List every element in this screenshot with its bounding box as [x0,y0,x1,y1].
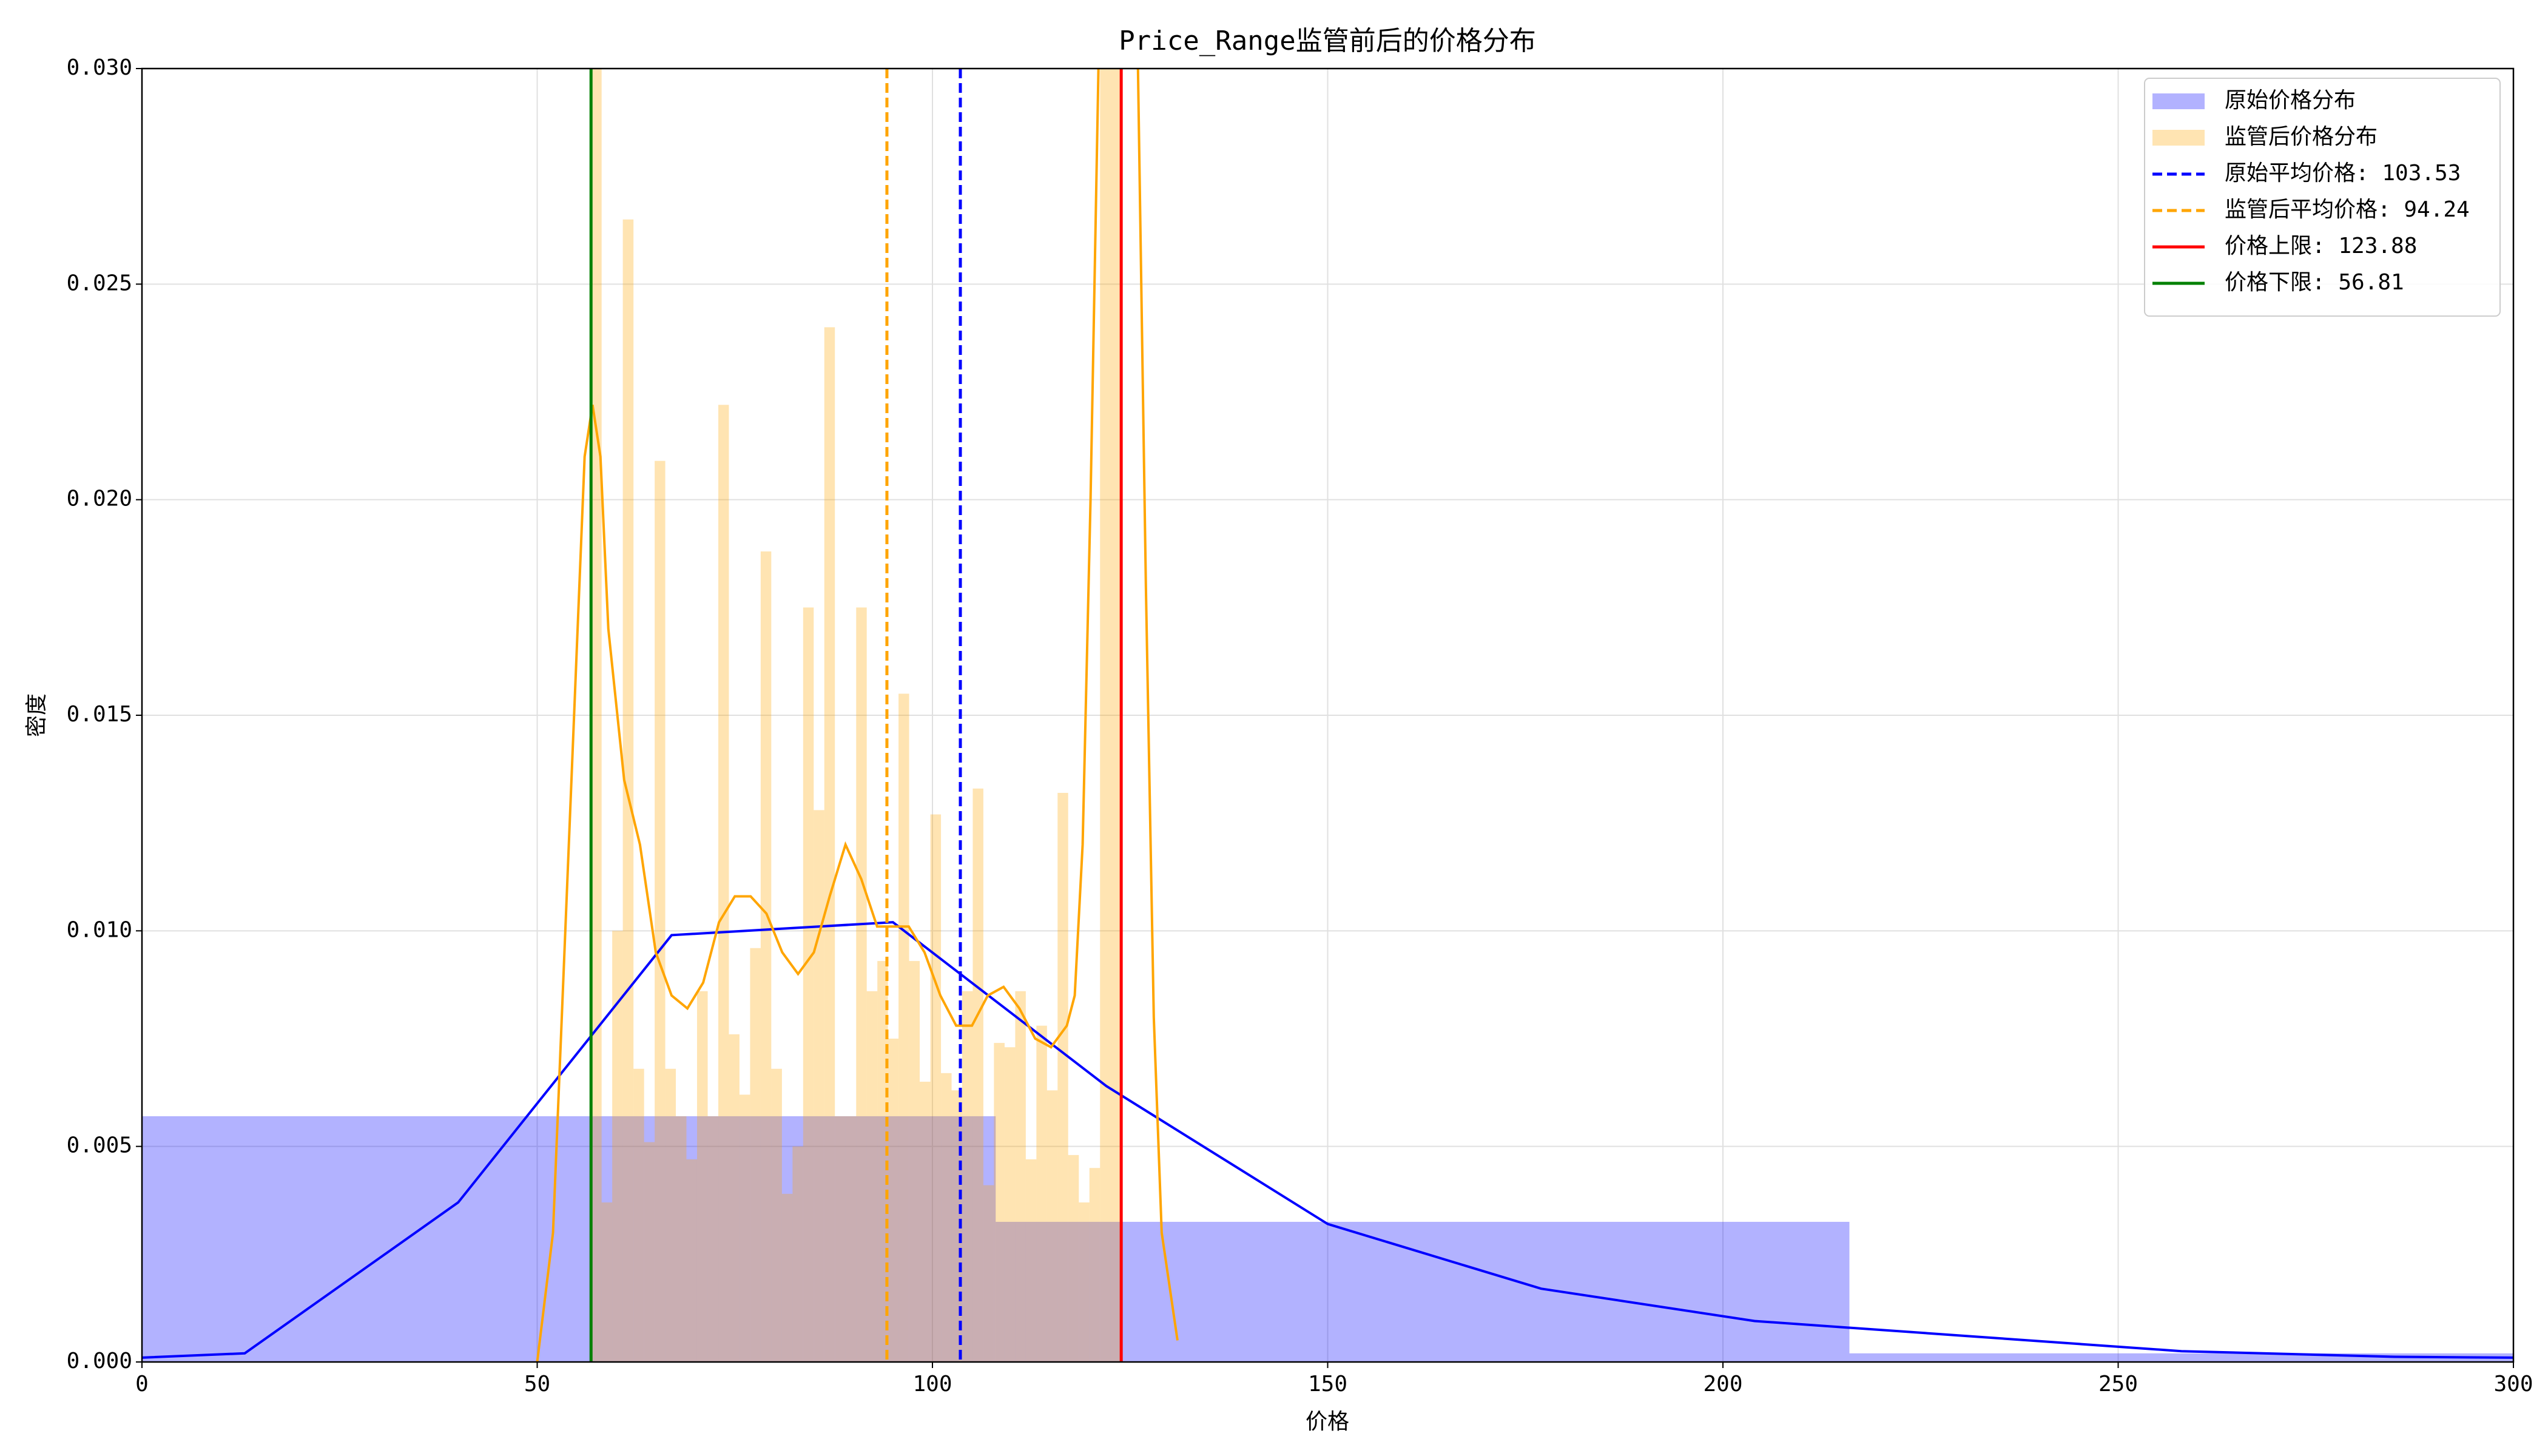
histogram-bar [729,1034,740,1362]
x-tick-label: 100 [912,1372,952,1397]
histogram-bar [941,1073,952,1362]
histogram-bar [1025,1159,1037,1362]
histogram-bar [983,1185,994,1362]
histogram-bar [771,1068,782,1362]
histogram-bar [665,1068,676,1362]
histogram-bar [972,788,983,1362]
histogram-bar [718,405,729,1362]
histogram-bar [930,814,942,1362]
y-tick-label: 0.010 [67,917,132,942]
histogram-bar [1100,69,1111,1362]
legend-label: 原始平均价格: 103.53 [2225,161,2461,186]
y-axis-label: 密度 [24,693,49,737]
legend-label: 原始价格分布 [2225,88,2356,113]
histogram-bar [750,948,761,1362]
histogram-bar [633,1068,644,1362]
histogram-bar [824,327,835,1362]
y-tick-label: 0.020 [67,487,132,511]
plot-area [142,69,2513,1362]
histogram-bar [622,219,634,1362]
histogram-bar [1004,1047,1016,1362]
density-line [142,921,2513,1359]
histogram-bar [909,961,920,1362]
y-tick-label: 0.025 [67,271,132,295]
chart-title: Price_Range监管前后的价格分布 [1119,25,1535,56]
histogram-bar [760,551,772,1362]
y-tick-label: 0.000 [67,1349,132,1373]
legend-label: 价格上限: 123.88 [2225,234,2417,258]
histogram-bar [888,1039,899,1362]
x-tick-label: 250 [2098,1372,2138,1397]
histogram-bar [1079,1202,1090,1362]
histogram-bar [898,693,909,1362]
histogram-bar [676,1116,687,1362]
histogram-bar [792,1146,803,1362]
y-tick-label: 0.030 [67,55,132,80]
histogram-bar [1068,1154,1079,1362]
histogram-bar [994,1043,1005,1362]
x-tick-label: 150 [1308,1372,1347,1397]
histogram-bar [1089,1168,1100,1362]
histogram-bar [814,810,824,1362]
histogram-bar [601,1202,613,1362]
y-tick-label: 0.015 [67,702,132,727]
histogram-bar [612,931,623,1362]
histogram-bar [1046,1090,1058,1362]
x-tick-label: 200 [1703,1372,1742,1397]
histogram-bar [696,991,708,1362]
histogram-bar [686,1159,697,1362]
legend-swatch [2152,93,2205,109]
x-tick-label: 50 [524,1372,550,1397]
x-tick-label: 300 [2493,1372,2533,1397]
legend-box [2144,78,2501,317]
histogram-bar [803,607,814,1362]
histogram-bar [1036,1025,1047,1362]
histogram-bar [920,1082,931,1362]
density-line [536,69,1179,1362]
histogram-bar [707,1116,719,1362]
histogram-bar [142,1116,996,1362]
axes: 0 50 100 150 200 250 300 0.000 0.005 0.010 0.015 0.… [67,55,2533,1397]
histogram-bar [877,961,888,1362]
histogram-bar [866,991,878,1362]
histogram-bar [644,1142,655,1362]
x-axis-label: 价格 [1306,1409,1349,1434]
legend-label: 监管后平均价格: 94.24 [2225,197,2470,222]
histogram-bar [1110,69,1122,1362]
histogram-bar [1057,792,1068,1362]
histogram-bar [845,1116,857,1362]
histogram-bar [962,991,973,1362]
legend-swatch [2152,130,2205,146]
histogram-bar [856,607,867,1362]
histogram-bar [1015,991,1026,1362]
histogram-bar [655,460,666,1362]
histogram-bar [996,1222,1850,1362]
histogram-bar [591,69,602,1362]
legend-label: 监管后价格分布 [2225,124,2378,149]
legend-label: 价格下限: 56.81 [2225,270,2404,295]
histogram-bar [835,1116,846,1362]
histogram-bar [739,1094,750,1362]
y-tick-label: 0.005 [67,1133,132,1158]
x-tick-label: 0 [135,1372,149,1397]
histogram-bar [781,1193,793,1362]
